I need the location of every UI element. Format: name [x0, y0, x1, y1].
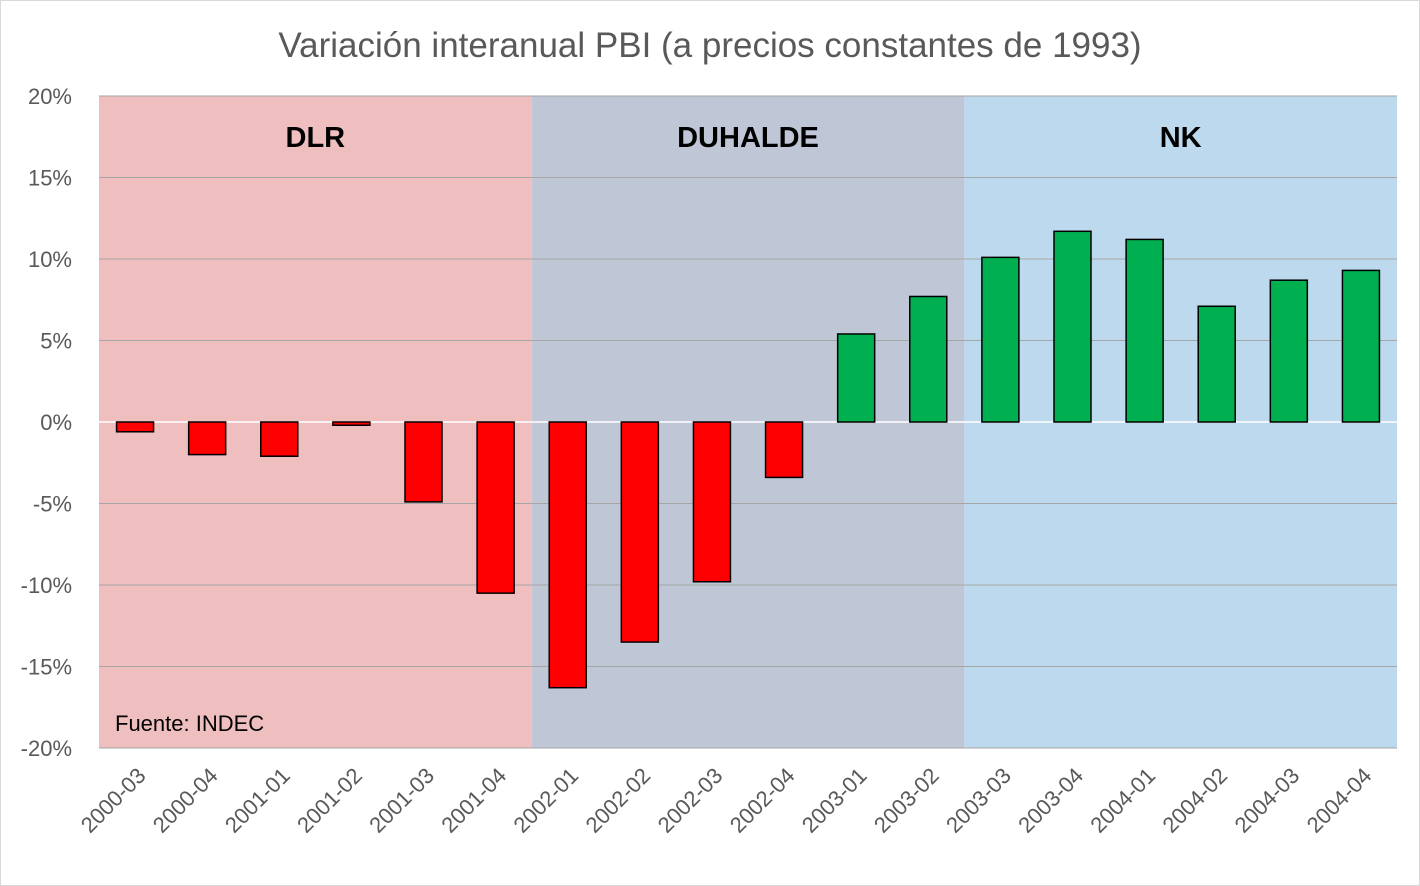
- chart-title: Variación interanual PBI (a precios cons…: [278, 26, 1141, 65]
- bar-2004-04: [1341, 269, 1381, 423]
- bars-layer: [115, 230, 1381, 689]
- y-tick-label: -20%: [21, 736, 72, 761]
- x-tick-label: 2002-04: [725, 763, 800, 838]
- region-label-duhalde: DUHALDE: [677, 122, 819, 154]
- x-tick-label: 2002-02: [581, 763, 656, 838]
- region-label-nk: NK: [1160, 122, 1202, 154]
- x-tick-label: 2001-02: [292, 763, 367, 838]
- y-tick-label: 0%: [40, 410, 72, 435]
- bar-2004-02: [1197, 305, 1236, 423]
- bar-2002-04: [764, 421, 804, 479]
- bar-2001-04: [476, 421, 515, 594]
- bar-2000-04: [187, 421, 227, 456]
- bar-2003-04: [1053, 230, 1092, 423]
- bar-2002-03: [692, 421, 732, 583]
- y-tick-label: -15%: [21, 655, 72, 680]
- y-tick-label: -5%: [33, 492, 72, 517]
- bar-2000-03: [115, 421, 155, 433]
- bar-2001-03: [404, 421, 443, 503]
- x-axis: 2000-032000-042001-012001-022001-032001-…: [76, 763, 1377, 838]
- x-tick-label: 2003-02: [869, 763, 944, 838]
- bar-2002-01: [548, 421, 587, 689]
- bar-2002-02: [620, 421, 660, 643]
- bar-2004-01: [1125, 238, 1164, 423]
- x-tick-label: 2004-04: [1302, 763, 1377, 838]
- source-note: Fuente: INDEC: [115, 711, 264, 736]
- y-tick-label: -10%: [21, 573, 72, 598]
- x-tick-label: 2002-01: [508, 763, 583, 838]
- bar-2003-01: [836, 333, 876, 423]
- y-tick-label: 20%: [28, 84, 72, 109]
- x-tick-label: 2004-03: [1230, 763, 1305, 838]
- bar-2003-03: [981, 256, 1020, 423]
- bar-2001-02: [332, 421, 371, 427]
- x-tick-label: 2004-01: [1085, 763, 1160, 838]
- y-tick-label: 15%: [28, 166, 72, 191]
- x-tick-label: 2001-03: [364, 763, 439, 838]
- bar-2004-03: [1269, 279, 1309, 423]
- x-tick-label: 2000-04: [148, 763, 223, 838]
- x-tick-label: 2002-03: [653, 763, 728, 838]
- x-tick-label: 2003-01: [797, 763, 872, 838]
- y-axis: 20% 15% 10% 5% 0% -5% -10% -15% -20%: [21, 84, 72, 761]
- bar-2001-01: [260, 421, 299, 457]
- x-tick-label: 2003-03: [941, 763, 1016, 838]
- x-tick-label: 2000-03: [76, 763, 151, 838]
- x-tick-label: 2003-04: [1013, 763, 1088, 838]
- y-tick-label: 10%: [28, 247, 72, 272]
- x-tick-label: 2001-01: [220, 763, 295, 838]
- region-label-dlr: DLR: [286, 122, 346, 154]
- x-tick-label: 2001-04: [436, 763, 511, 838]
- bar-2003-02: [909, 295, 948, 423]
- x-tick-label: 2004-02: [1157, 763, 1232, 838]
- grid-layer: [99, 95, 1397, 749]
- y-tick-label: 5%: [40, 329, 72, 354]
